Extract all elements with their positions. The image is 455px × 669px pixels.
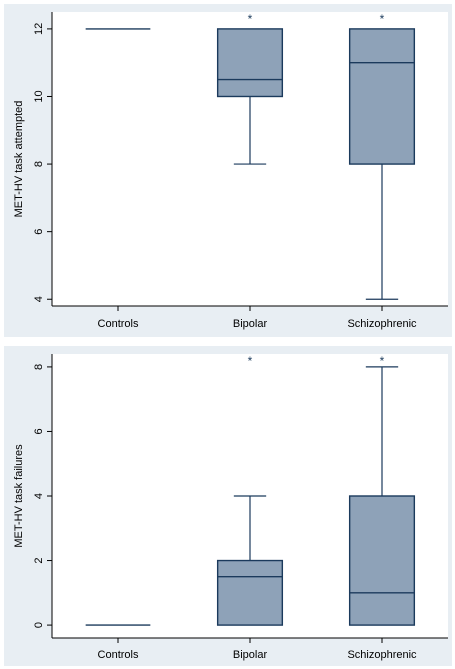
y-axis-title: MET-HV task failures: [13, 444, 25, 548]
outlier-marker: *: [380, 354, 385, 368]
category-label: Schizophrenic: [347, 649, 417, 661]
box-group-schizophrenic: *: [348, 12, 416, 300]
category-label: Bipolar: [233, 649, 268, 661]
outlier-marker: *: [248, 354, 253, 368]
chart-panel-attempted: 4 6 8 10 12 MET-HV task attempted Controls Bipo…: [4, 4, 452, 337]
category-label: Schizophrenic: [347, 318, 417, 330]
chart-panel-failures: 0 2 4 6 8 MET-HV task failures Controls Bipolar…: [4, 346, 452, 666]
y-tick-label: 8: [33, 364, 45, 370]
y-tick-label: 10: [33, 90, 45, 102]
iqr-box: [348, 28, 416, 165]
iqr-box: [216, 28, 284, 98]
category-label: Controls: [98, 318, 139, 330]
iqr-box: [216, 559, 284, 626]
iqr-box: [348, 495, 416, 626]
y-tick-label: 12: [33, 23, 45, 35]
category-label: Controls: [98, 649, 139, 661]
outlier-marker: *: [248, 12, 253, 26]
y-axis-title: MET-HV task attempted: [13, 101, 25, 218]
y-tick-label: 4: [33, 493, 45, 499]
outlier-marker: *: [380, 12, 385, 26]
box-group-bipolar: *: [216, 12, 284, 165]
chart-attempted: 4 6 8 10 12 MET-HV task attempted Controls Bipo…: [13, 12, 448, 330]
y-tick-label: 0: [33, 622, 45, 628]
y-tick-label: 8: [33, 161, 45, 167]
y-tick-label: 6: [33, 229, 45, 235]
box-group-bipolar: *: [216, 354, 284, 626]
category-label: Bipolar: [233, 318, 268, 330]
y-tick-label: 2: [33, 557, 45, 563]
y-tick-label: 6: [33, 428, 45, 434]
y-tick-label: 4: [33, 296, 45, 302]
chart-failures: 0 2 4 6 8 MET-HV task failures Controls Bipolar…: [13, 354, 448, 661]
box-group-schizophrenic: *: [348, 354, 416, 626]
